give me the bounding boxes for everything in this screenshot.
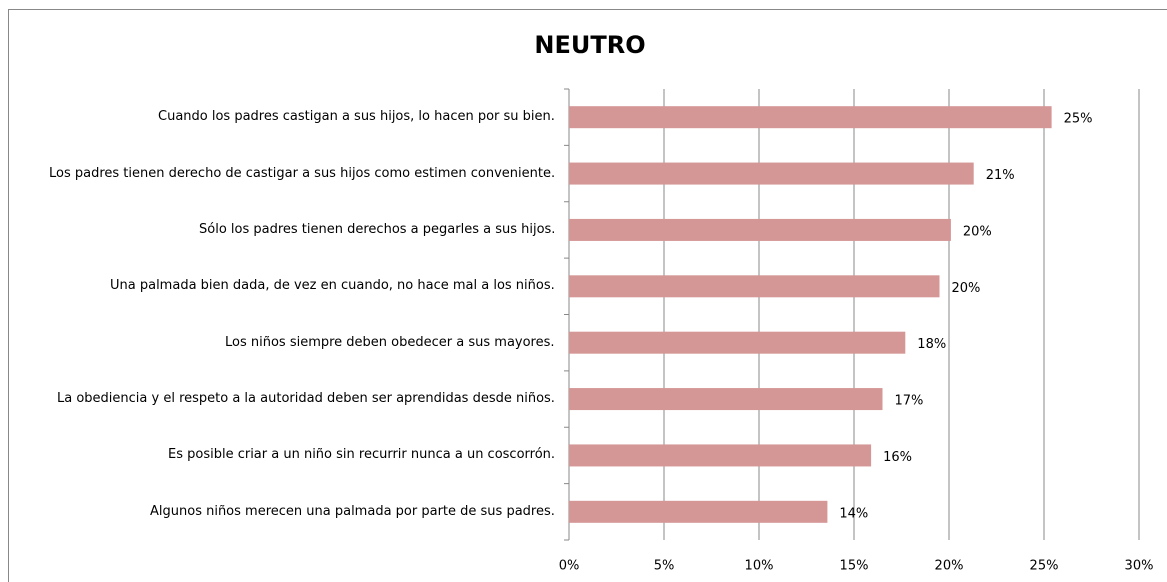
category-label: Cuando los padres castigan a sus hijos, … [158,109,555,125]
frame [8,9,1167,582]
x-tick-label: 15% [840,559,869,574]
x-tick-label: 0% [559,559,580,574]
category-label: Una palmada bien dada, de vez en cuando,… [110,278,555,294]
data-label: 18% [917,337,946,352]
bar [569,444,872,467]
data-label: 21% [986,168,1015,183]
data-label: 16% [883,450,912,465]
x-tick-label: 30% [1125,559,1154,574]
category-label: La obediencia y el respeto a la autorida… [57,391,555,407]
bar [569,388,883,411]
category-label: Los padres tienen derecho de castigar a … [49,165,556,181]
x-tick-label: 10% [745,559,774,574]
category-label: Los niños siempre deben obedecer a sus m… [225,334,555,350]
chart-title: NEUTRO [534,31,645,59]
x-tick-label: 20% [935,559,964,574]
x-tick-label: 25% [1030,559,1059,574]
category-label: Es posible criar a un niño sin recurrir … [168,447,556,463]
bar [569,331,906,354]
category-label: Algunos niños merecen una palmada por pa… [150,503,555,519]
category-label: Sólo los padres tienen derechos a pegarl… [199,221,556,237]
data-label: 14% [839,506,868,521]
data-label: 20% [952,281,981,296]
data-label: 17% [895,394,924,409]
x-tick-label: 5% [654,559,675,574]
bar [569,275,940,298]
bar [569,500,828,523]
data-label: 20% [963,224,992,239]
bar [569,162,974,185]
bar [569,106,1052,129]
data-label: 25% [1064,112,1093,127]
bar [569,218,951,241]
